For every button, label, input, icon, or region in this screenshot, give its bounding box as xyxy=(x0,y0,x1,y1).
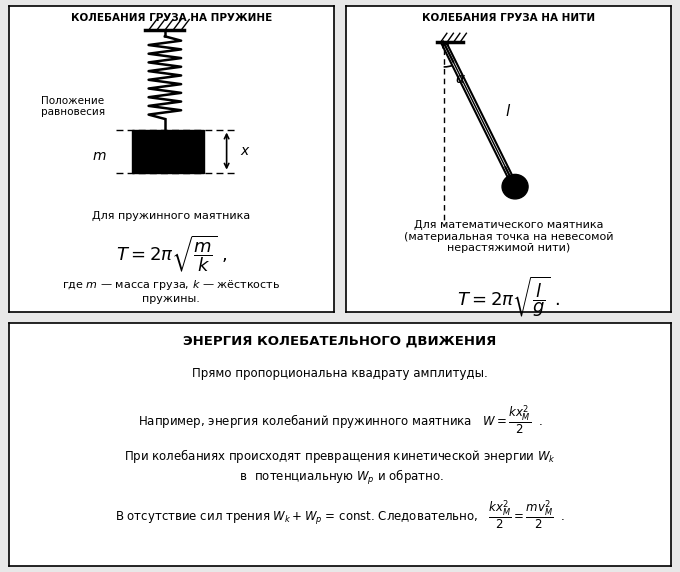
Text: ЭНЕРГИЯ КОЛЕБАТЕЛЬНОГО ДВИЖЕНИЯ: ЭНЕРГИЯ КОЛЕБАТЕЛЬНОГО ДВИЖЕНИЯ xyxy=(184,334,496,347)
Text: $x$: $x$ xyxy=(239,144,250,158)
Text: $l$: $l$ xyxy=(505,104,511,120)
Text: КОЛЕБАНИЯ ГРУЗА НА НИТИ: КОЛЕБАНИЯ ГРУЗА НА НИТИ xyxy=(422,13,595,23)
Text: Положение
равновесия: Положение равновесия xyxy=(41,96,105,117)
Text: где $m$ — масса груза, $k$ — жёсткость
пружины.: где $m$ — масса груза, $k$ — жёсткость п… xyxy=(63,278,280,304)
Bar xyxy=(133,130,204,173)
Text: Прямо пропорциональна квадрату амплитуды.: Прямо пропорциональна квадрату амплитуды… xyxy=(192,367,488,380)
Text: $m$: $m$ xyxy=(92,149,106,164)
Circle shape xyxy=(502,174,528,199)
Text: Для пружинного маятника: Для пружинного маятника xyxy=(92,210,250,221)
Text: При колебаниях происходят превращения кинетической энергии $W_k$
 в  потенциальн: При колебаниях происходят превращения ки… xyxy=(124,447,556,487)
Text: Например, энергия колебаний пружинного маятника   $W = \dfrac{kx_{M}^{2}}{2}$  .: Например, энергия колебаний пружинного м… xyxy=(137,403,543,436)
Text: В отсутствие сил трения $W_k + W_p$ = const. Следовательно,   $\dfrac{kx_{M}^{2}: В отсутствие сил трения $W_k + W_p$ = co… xyxy=(115,498,565,531)
Text: $\alpha$: $\alpha$ xyxy=(455,72,466,86)
Text: Для математического маятника
(материальная точка на невесомой
нерастяжимой нити): Для математического маятника (материальн… xyxy=(404,220,613,253)
Text: $T = 2\pi\sqrt{\dfrac{m}{k}}\ ,$: $T = 2\pi\sqrt{\dfrac{m}{k}}\ ,$ xyxy=(116,234,227,274)
Text: $T = 2\pi\sqrt{\dfrac{l}{g}}\ .$: $T = 2\pi\sqrt{\dfrac{l}{g}}\ .$ xyxy=(457,275,560,320)
Text: КОЛЕБАНИЯ ГРУЗА НА ПРУЖИНЕ: КОЛЕБАНИЯ ГРУЗА НА ПРУЖИНЕ xyxy=(71,13,272,23)
